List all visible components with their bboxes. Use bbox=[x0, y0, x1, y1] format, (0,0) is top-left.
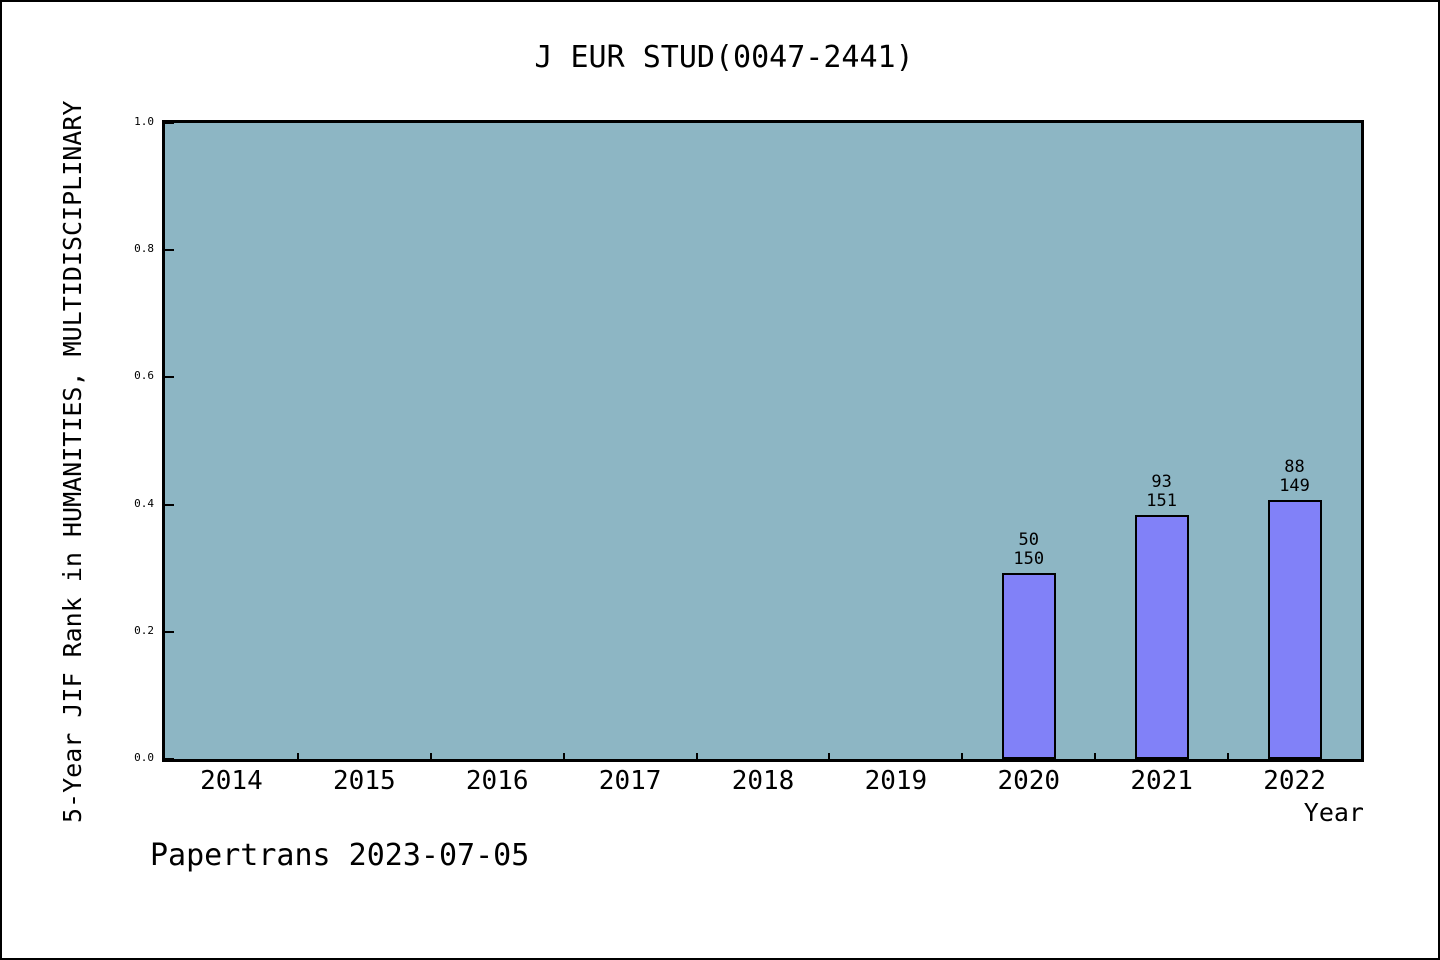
bar-2020 bbox=[1001, 573, 1056, 759]
x-axis-label: Year bbox=[1303, 798, 1364, 827]
bar-rank-value: 88 bbox=[1284, 457, 1305, 477]
y-tick-label: 0.0 bbox=[134, 751, 154, 764]
y-tick-label: 0.6 bbox=[134, 369, 154, 383]
y-tick-mark bbox=[165, 122, 174, 124]
y-tick-label: 0.2 bbox=[134, 623, 154, 637]
x-tick-mark bbox=[562, 753, 565, 759]
x-tick-label-2019: 2019 bbox=[864, 766, 928, 796]
bar-rank-total: 149 bbox=[1279, 476, 1310, 496]
y-tick-label: 1.0 bbox=[134, 115, 154, 128]
x-tick-mark bbox=[961, 753, 964, 759]
y-tick-mark bbox=[165, 503, 174, 506]
x-tick-mark bbox=[296, 753, 299, 759]
x-tick-mark bbox=[1094, 753, 1097, 759]
x-tick-label-2017: 2017 bbox=[598, 766, 662, 796]
y-tick-label: 0.4 bbox=[134, 496, 154, 510]
bar-rank-value: 93 bbox=[1151, 472, 1172, 492]
y-tick-mark bbox=[165, 249, 174, 252]
bar-label-2020: 50 150 bbox=[964, 531, 1094, 569]
x-tick-label-2020: 2020 bbox=[997, 766, 1061, 796]
bar-rank-total: 150 bbox=[1013, 549, 1045, 569]
x-tick-label-2015: 2015 bbox=[333, 766, 396, 796]
x-tick-mark bbox=[1227, 753, 1230, 759]
bar-label-2021: 93 151 bbox=[1097, 473, 1227, 511]
bar-2021 bbox=[1134, 515, 1189, 759]
x-tick-label-2018: 2018 bbox=[731, 766, 795, 796]
bar-label-2022: 88 149 bbox=[1230, 458, 1360, 496]
x-tick-label-2016: 2016 bbox=[465, 766, 529, 796]
y-tick-mark bbox=[165, 376, 174, 379]
y-tick-mark bbox=[165, 630, 174, 633]
x-tick-mark bbox=[429, 753, 432, 759]
bar-rank-total: 151 bbox=[1146, 491, 1178, 511]
x-tick-mark bbox=[828, 753, 831, 759]
x-tick-label-2014: 2014 bbox=[200, 766, 263, 796]
x-tick-mark bbox=[695, 753, 698, 759]
y-axis-label: 5-Year JIF Rank in HUMANITIES, MULTIDISC… bbox=[58, 100, 87, 824]
bar-2022 bbox=[1267, 500, 1322, 759]
x-tick-label-2022: 2022 bbox=[1263, 766, 1326, 796]
footer-watermark: Papertrans 2023-07-05 bbox=[150, 838, 530, 873]
chart-title: J EUR STUD(0047-2441) bbox=[534, 40, 914, 75]
x-tick-label-2021: 2021 bbox=[1130, 766, 1193, 796]
y-tick-label: 0.8 bbox=[134, 242, 154, 256]
bar-rank-value: 50 bbox=[1018, 530, 1039, 550]
y-tick-mark bbox=[165, 758, 174, 760]
